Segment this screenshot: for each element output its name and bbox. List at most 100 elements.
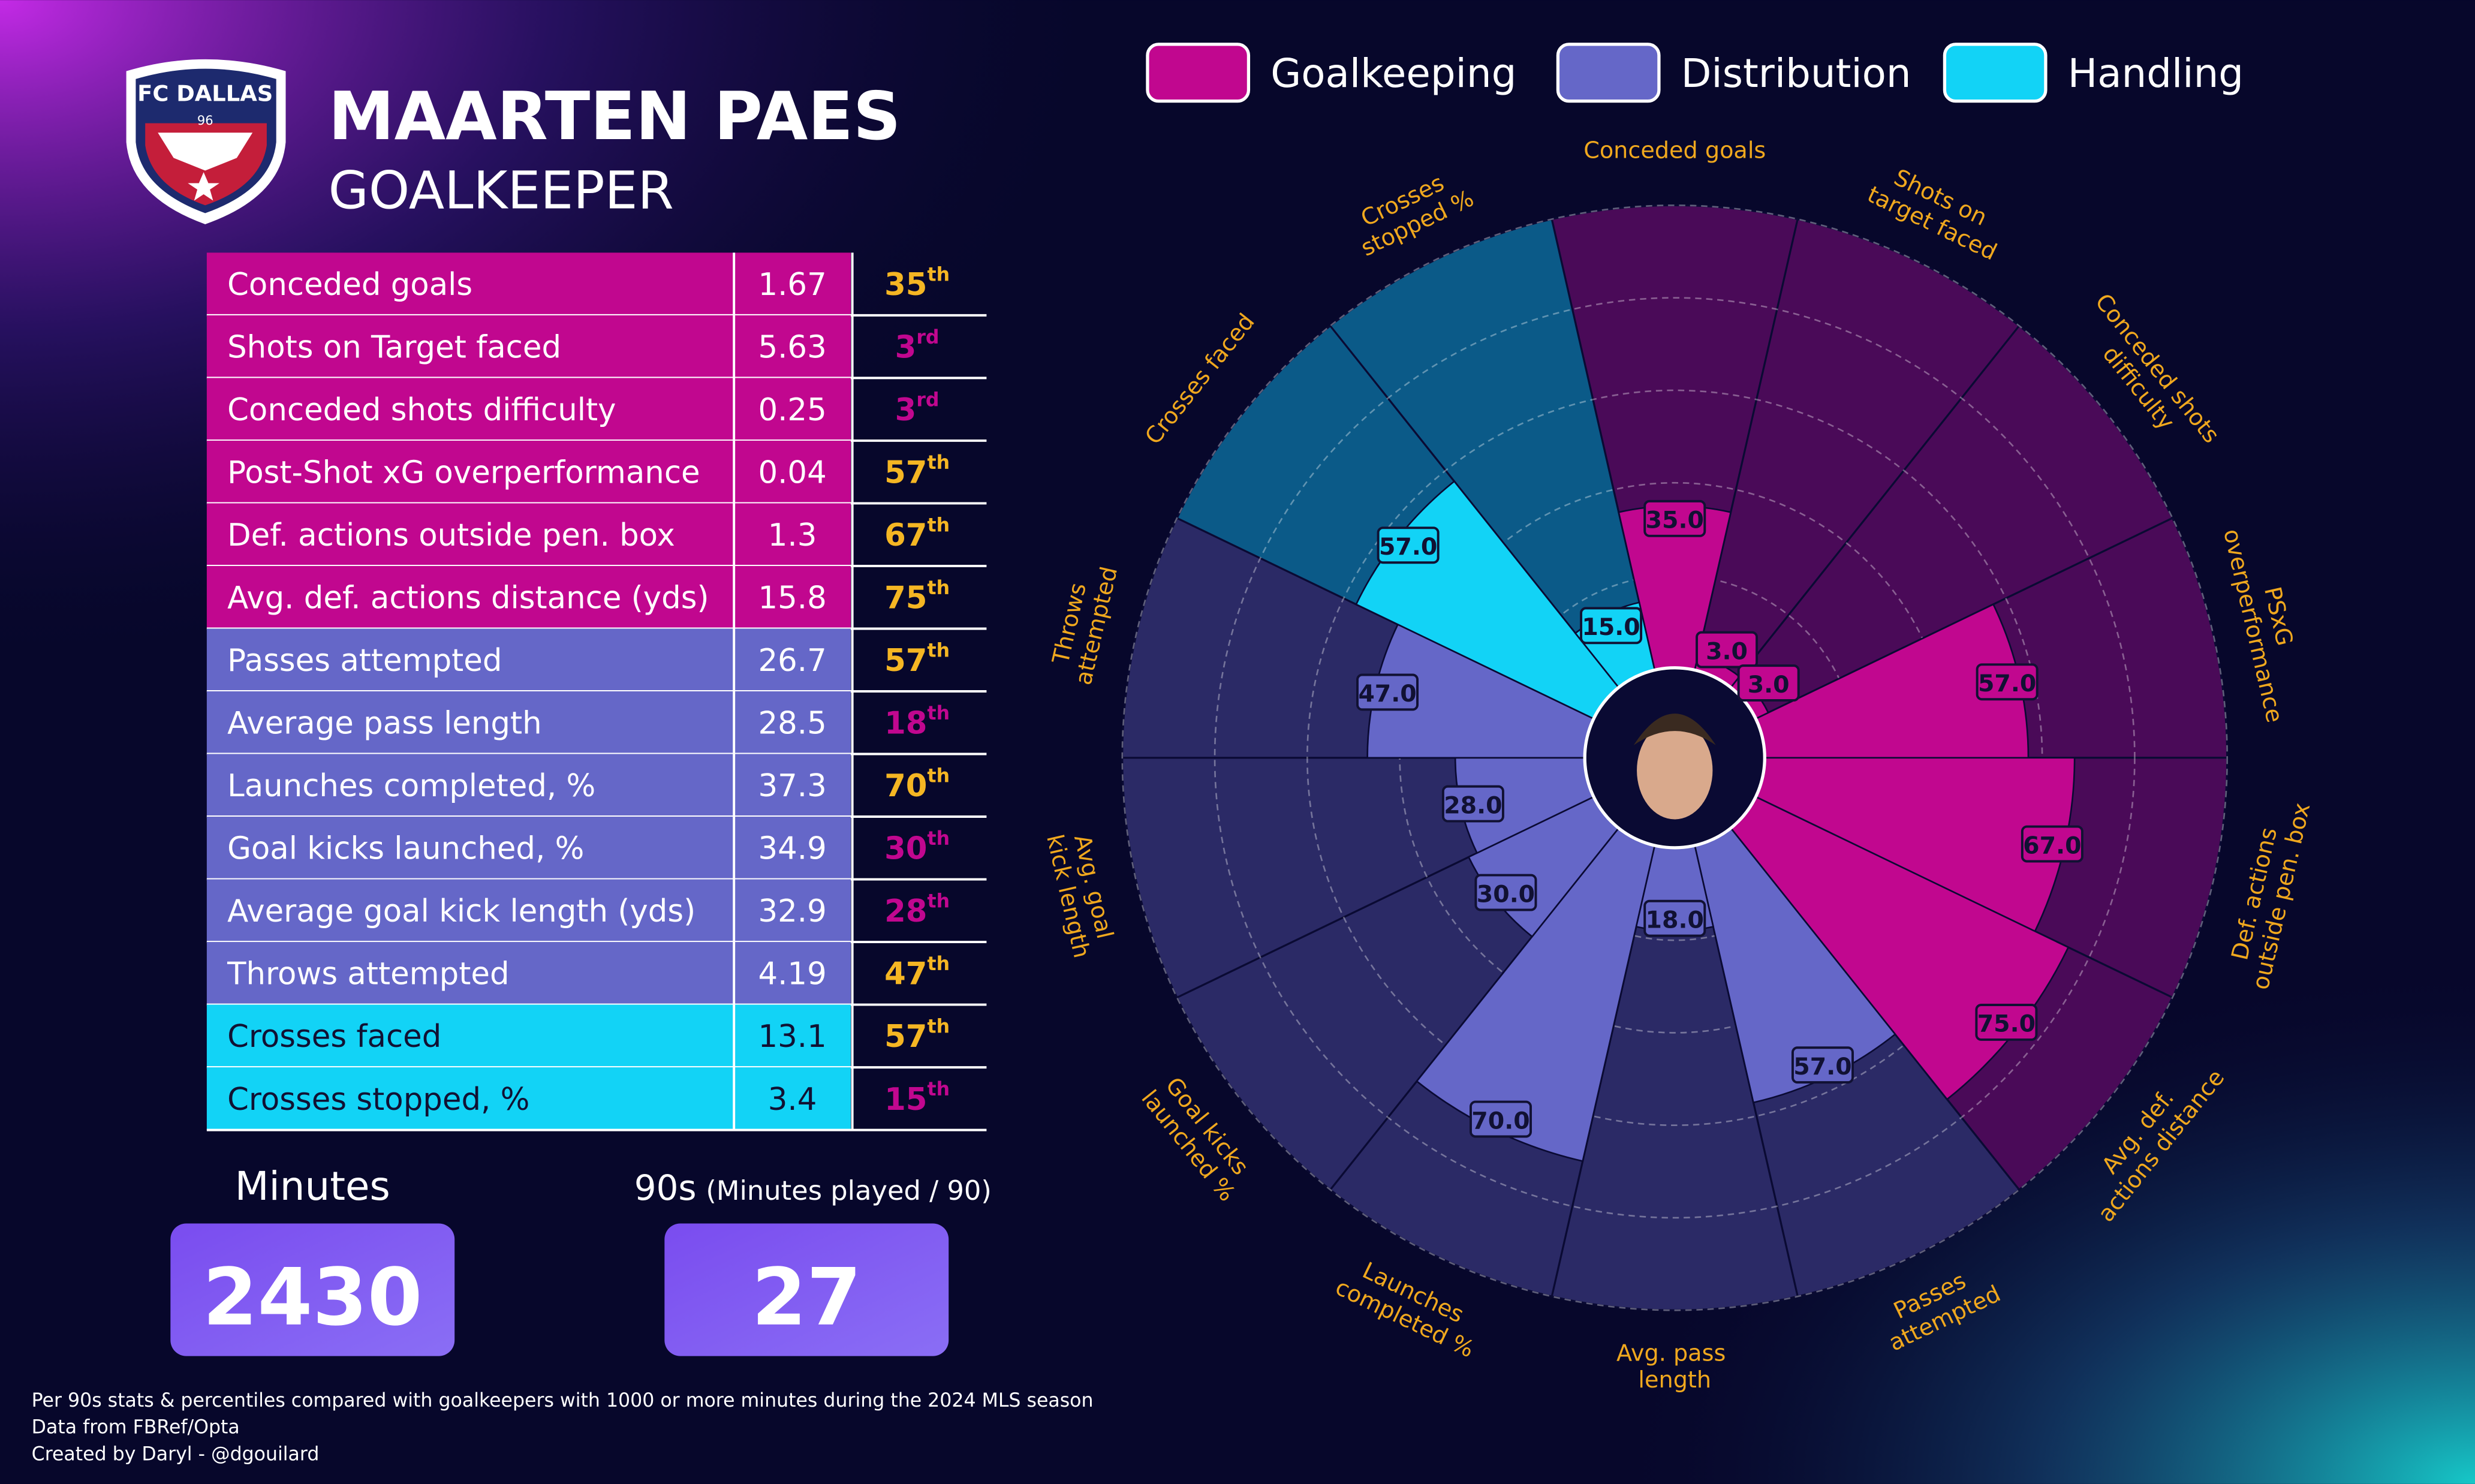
pizza-chart: 35.0 3.03.0 57.0 67.0 75.0 57.0 18.0 70.0 30.0 28… [1041, 137, 2316, 1393]
percentile-number: 15 [884, 1082, 927, 1118]
stat-label: 90s (Minutes played / 90) [634, 1167, 992, 1208]
percentile-number: 28 [884, 893, 927, 929]
logo-text: FC DALLAS [137, 81, 273, 107]
row-background [206, 565, 851, 629]
stat-box [664, 1223, 949, 1356]
value-label-box [1975, 1004, 2038, 1041]
value-label-box [1643, 499, 1706, 537]
percentile-number: 30 [884, 831, 927, 867]
percentile: 70th [884, 766, 950, 805]
row-background [206, 879, 851, 943]
value-label: 28.0 [1444, 791, 1502, 819]
percentile-number: 3 [895, 330, 917, 366]
metric-value: 15.8 [758, 580, 826, 616]
percentile-suffix: th [928, 766, 950, 787]
category-label: Conceded goals [1583, 137, 1766, 164]
row-background [206, 754, 851, 817]
footer-note: Data from FBRef/Opta [32, 1417, 240, 1438]
percentile-suffix: th [928, 828, 950, 850]
percentile-number: 57 [884, 455, 927, 491]
legend-swatch [1943, 43, 2048, 103]
percentile: 35th [884, 264, 950, 303]
percentile-number: 47 [884, 956, 927, 992]
metric-label: Average goal kick length (yds) [227, 893, 695, 929]
percentile-suffix: th [928, 1079, 950, 1100]
row-background [206, 503, 851, 566]
stat-label-main: 90s [634, 1167, 697, 1208]
percentile-suffix: th [928, 1016, 950, 1038]
percentile-number: 57 [884, 643, 927, 679]
value-label-box [1580, 607, 1643, 645]
metric-label: Conceded shots difficulty [227, 392, 616, 428]
percentile-suffix: th [928, 953, 950, 975]
value-label: 57.0 [1978, 670, 2036, 697]
metric-label: Conceded goals [227, 267, 472, 303]
player-hair [1633, 714, 1716, 745]
percentile: 30th [884, 828, 950, 867]
value-label: 75.0 [1977, 1010, 2036, 1038]
row-background [206, 315, 851, 378]
metric-value: 34.9 [758, 831, 826, 867]
percentile: 3rd [895, 327, 940, 366]
value-label: 3.0 [1706, 637, 1748, 665]
metric-value: 0.25 [758, 392, 826, 428]
legend-swatch [1556, 43, 1661, 103]
metric-value: 3.4 [768, 1082, 817, 1118]
percentile-number: 75 [884, 580, 927, 616]
percentile: 57th [884, 640, 950, 679]
value-label-box [2021, 825, 2083, 863]
metric-label: Throws attempted [227, 956, 509, 992]
metric-value: 5.63 [758, 330, 826, 366]
metric-label: Def. actions outside pen. box [227, 517, 675, 553]
row-background [206, 440, 851, 504]
legend-swatch [1146, 43, 1251, 103]
percentile: 47th [884, 953, 950, 992]
percentile: 28th [884, 891, 950, 930]
percentile: 15th [884, 1079, 950, 1118]
metric-value: 26.7 [758, 643, 826, 679]
metric-value: 4.19 [758, 956, 826, 992]
player-face [1637, 721, 1713, 820]
percentile: 67th [884, 514, 950, 553]
value-label: 3.0 [1748, 671, 1790, 699]
metric-label: Launches completed, % [227, 768, 595, 804]
metric-label: Post-Shot xG overperformance [227, 455, 700, 491]
percentile-number: 70 [884, 768, 927, 804]
metric-label: Crosses faced [227, 1019, 441, 1055]
row-background [206, 691, 851, 754]
value-label: 57.0 [1793, 1053, 1851, 1080]
metric-value: 1.3 [768, 517, 817, 553]
stat-label-note: (Minutes played / 90) [706, 1175, 991, 1206]
metric-label: Avg. def. actions distance (yds) [227, 580, 709, 616]
value-label-box [1470, 1100, 1532, 1138]
percentile: 75th [884, 577, 950, 616]
percentile-suffix: th [928, 640, 950, 661]
metric-value: 28.5 [758, 706, 826, 742]
stat-value: 27 [752, 1252, 862, 1344]
percentile-suffix: th [928, 452, 950, 474]
percentile-suffix: th [928, 891, 950, 913]
row-background [206, 378, 851, 441]
legend-label: Distribution [1681, 50, 1911, 97]
metric-label: Average pass length [227, 706, 542, 742]
grid-ring [1121, 204, 2228, 1311]
row-background [206, 942, 851, 1005]
value-label-box [1791, 1046, 1854, 1084]
row-background [206, 1004, 851, 1068]
club-logo: FC DALLAS 96 [126, 59, 286, 224]
grid-ring [1214, 297, 2136, 1219]
value-label-box [1474, 874, 1537, 911]
percentile-suffix: th [928, 703, 950, 724]
value-label-box [1441, 785, 1504, 823]
value-label-box [1377, 526, 1440, 564]
metric-value: 37.3 [758, 768, 826, 804]
metric-value: 1.67 [758, 267, 826, 303]
value-label: 35.0 [1646, 507, 1704, 534]
percentile: 3rd [895, 389, 940, 428]
metric-value: 13.1 [758, 1019, 826, 1055]
stat-label: Minutes [235, 1163, 390, 1209]
logo-year: 96 [197, 113, 213, 128]
value-label: 18.0 [1646, 906, 1704, 934]
